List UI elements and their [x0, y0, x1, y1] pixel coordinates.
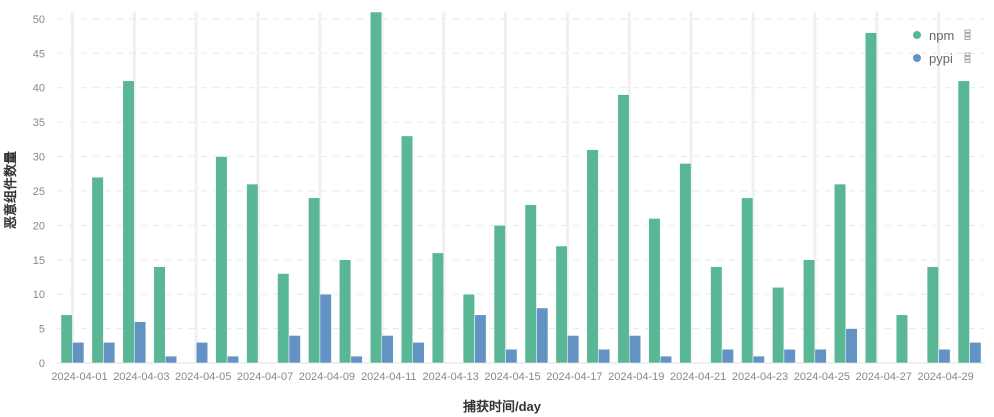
- bar-npm: [555, 245, 568, 364]
- bar-npm: [246, 183, 259, 364]
- bar-npm: [308, 197, 321, 364]
- bar-pypi: [226, 355, 239, 364]
- x-tick-label: 2024-04-21: [670, 371, 726, 383]
- x-tick-label: 2024-04-15: [484, 371, 540, 383]
- y-tick-label: 0: [39, 358, 45, 370]
- legend-menu-icon: [964, 52, 971, 56]
- bar-npm: [772, 287, 785, 364]
- bar-npm: [153, 266, 166, 364]
- legend-menu-icon: [964, 59, 971, 63]
- bar-npm: [679, 163, 692, 364]
- bar-pypi: [938, 348, 951, 364]
- y-tick-label: 35: [33, 117, 45, 129]
- bar-npm: [493, 225, 506, 364]
- x-tick-label: 2024-04-07: [237, 371, 293, 383]
- bar-pypi: [567, 335, 580, 364]
- bar-npm: [400, 135, 413, 364]
- y-axis-ticks: 0 5 10 15 20 25 30 35 40 45 50: [33, 14, 45, 370]
- bar-pypi: [103, 342, 116, 364]
- bar-pypi: [412, 342, 425, 364]
- bar-pypi: [629, 335, 642, 364]
- bar-npm: [524, 204, 537, 364]
- bar-pypi: [814, 348, 827, 364]
- legend-marker-npm: [913, 31, 921, 39]
- bar-npm: [834, 183, 847, 364]
- y-tick-label: 45: [33, 48, 45, 60]
- bar-pypi: [381, 335, 394, 364]
- bar-npm: [957, 80, 970, 364]
- bar-npm: [370, 11, 383, 364]
- bar-pypi: [505, 348, 518, 364]
- bar-npm: [803, 259, 816, 364]
- bar-npm: [648, 218, 661, 364]
- bar-npm: [926, 266, 939, 364]
- legend-marker-pypi: [913, 54, 921, 62]
- legend-menu-icon: [964, 33, 971, 37]
- y-tick-label: 25: [33, 186, 45, 198]
- bar-pypi: [598, 348, 611, 364]
- bar-npm: [741, 197, 754, 364]
- legend-menu-icon: [964, 36, 971, 40]
- y-tick-label: 15: [33, 255, 45, 267]
- x-tick-label: 2024-04-05: [175, 371, 231, 383]
- legend-label-npm: npm: [929, 28, 954, 43]
- x-axis-label: 捕获时间/day: [463, 399, 542, 414]
- bar-npm: [462, 293, 475, 364]
- bar-npm: [710, 266, 723, 364]
- legend-label-pypi: pypi: [929, 51, 953, 66]
- y-tick-label: 10: [33, 289, 45, 301]
- x-tick-label: 2024-04-23: [732, 371, 788, 383]
- x-tick-label: 2024-04-29: [917, 371, 973, 383]
- bar-npm: [91, 176, 104, 364]
- bar-pypi: [134, 321, 147, 364]
- bar-npm: [617, 94, 630, 364]
- x-tick-label: 2024-04-27: [856, 371, 912, 383]
- x-tick-label: 2024-04-19: [608, 371, 664, 383]
- y-tick-label: 50: [33, 14, 45, 26]
- y-tick-label: 20: [33, 220, 45, 232]
- bars: [60, 11, 982, 364]
- bar-npm: [60, 314, 73, 364]
- y-tick-label: 30: [33, 152, 45, 164]
- bar-npm: [895, 314, 908, 364]
- bar-pypi: [72, 342, 85, 364]
- bar-pypi: [783, 348, 796, 364]
- x-tick-label: 2024-04-25: [794, 371, 850, 383]
- bar-pypi: [474, 314, 487, 364]
- bar-npm: [122, 80, 135, 364]
- x-tick-label: 2024-04-13: [423, 371, 479, 383]
- bar-pypi: [288, 335, 301, 364]
- bar-pypi: [659, 355, 672, 364]
- bar-pypi: [350, 355, 363, 364]
- bar-npm: [864, 32, 877, 364]
- bar-pypi: [969, 342, 982, 364]
- bar-pypi: [752, 355, 765, 364]
- bar-pypi: [845, 328, 858, 364]
- bar-pypi: [319, 293, 332, 364]
- bar-pypi: [195, 342, 208, 364]
- x-tick-label: 2024-04-09: [299, 371, 355, 383]
- y-axis-label: 恶意组件数量: [3, 151, 18, 229]
- x-axis-ticks: 2024-04-01 2024-04-03 2024-04-05 2024-04-07…: [51, 371, 973, 383]
- bar-pypi: [721, 348, 734, 364]
- bar-npm: [431, 252, 444, 364]
- bar-npm: [586, 149, 599, 364]
- bar-npm: [339, 259, 352, 364]
- y-tick-label: 40: [33, 83, 45, 95]
- legend-menu-icon: [964, 56, 971, 60]
- legend-menu-icon: [964, 29, 971, 33]
- bar-pypi: [165, 355, 178, 364]
- legend: npm pypi: [913, 28, 971, 66]
- bar-npm: [215, 156, 228, 364]
- bar-npm: [277, 273, 290, 364]
- x-tick-label: 2024-04-17: [546, 371, 602, 383]
- bar-pypi: [536, 307, 549, 364]
- x-tick-label: 2024-04-03: [113, 371, 169, 383]
- x-tick-label: 2024-04-11: [361, 371, 416, 383]
- x-tick-label: 2024-04-01: [51, 371, 107, 383]
- y-tick-label: 5: [39, 324, 45, 336]
